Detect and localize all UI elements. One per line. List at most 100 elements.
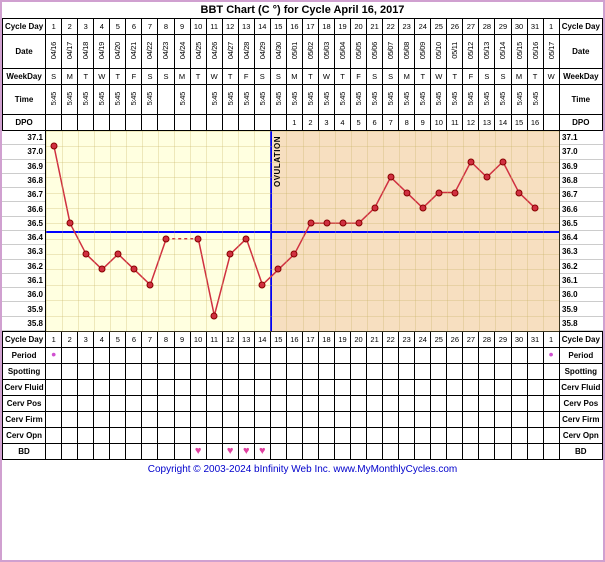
dpo-label-left: DPO [3,115,46,131]
cell: 04/27 [222,35,238,69]
cell: 9 [415,115,431,131]
cell: 5:45 [302,85,318,115]
cerv-firm-row: Cerv Firm Cerv Firm [3,412,603,428]
cell: T [190,69,206,85]
cell: S [383,69,399,85]
y-axis-right: 37.137.036.936.836.736.636.536.436.336.2… [559,131,603,331]
bd-label-left: BD [3,444,46,460]
cell: 18 [318,332,334,348]
cell: 5:45 [447,85,463,115]
cell: 19 [334,19,350,35]
bottom-table: Cycle Day 123456789101112131415161718192… [2,331,603,460]
cell: 18 [318,19,334,35]
cell: 05/03 [318,35,334,69]
cell: 16 [286,19,302,35]
cell: 5:45 [367,85,383,115]
cell: 4 [94,332,110,348]
cell: 17 [302,332,318,348]
cell: 13 [238,332,254,348]
cell: M [174,69,190,85]
cell: 27 [463,332,479,348]
cell: 05/04 [334,35,350,69]
cell: 04/28 [238,35,254,69]
cell [110,115,126,131]
cell: 04/20 [110,35,126,69]
cerv-fluid-label-left: Cerv Fluid [3,380,46,396]
cell: 5 [110,332,126,348]
cell [270,115,286,131]
cell: T [110,69,126,85]
cell: 05/17 [543,35,559,69]
cycle-day-label-left: Cycle Day [3,19,46,35]
cell: 28 [479,19,495,35]
cell: T [78,69,94,85]
cell: F [238,69,254,85]
cell: M [62,69,78,85]
cell: M [511,69,527,85]
cell: 19 [334,332,350,348]
cell: 17 [302,19,318,35]
cell: 6 [126,332,142,348]
cell: 05/06 [367,35,383,69]
cell: M [286,69,302,85]
cerv-pos-label-left: Cerv Pos [3,396,46,412]
bbt-chart-container: BBT Chart (C °) for Cycle April 16, 2017… [0,0,605,562]
cell: 26 [447,332,463,348]
cell: 04/26 [206,35,222,69]
dpo-row: DPO 12345678910111213141516DPO [3,115,603,131]
cell: 5:45 [415,85,431,115]
cell: 13 [479,115,495,131]
cell: 1 [543,19,559,35]
cell: 9 [174,332,190,348]
cell: 5:45 [431,85,447,115]
cell: 05/15 [511,35,527,69]
cell: 21 [367,19,383,35]
footer-copyright: Copyright © 2003-2024 bInfinity Web Inc.… [2,460,603,479]
cell: 5:45 [110,85,126,115]
cell: 5:45 [142,85,158,115]
cell: 5:45 [463,85,479,115]
cell: 04/22 [142,35,158,69]
cerv-opn-label-left: Cerv Opn [3,428,46,444]
cycle-day-label-left-b: Cycle Day [3,332,46,348]
cell: 05/01 [286,35,302,69]
date-label-left: Date [3,35,46,69]
cell: 12 [463,115,479,131]
cell [62,115,78,131]
cell: 7 [383,115,399,131]
cell: 5:45 [495,85,511,115]
cell: 11 [206,332,222,348]
cell: 4 [334,115,350,131]
cell: 5:45 [383,85,399,115]
cell: W [431,69,447,85]
cell: 24 [415,19,431,35]
cell [238,115,254,131]
cell: S [254,69,270,85]
cell: 16 [286,332,302,348]
cell: 24 [415,332,431,348]
cell: T [527,69,543,85]
cell: 11 [206,19,222,35]
cell: 04/17 [62,35,78,69]
cell: 05/11 [447,35,463,69]
cell: 6 [126,19,142,35]
cell: 23 [399,19,415,35]
cell: 5:45 [78,85,94,115]
cell: S [142,69,158,85]
cell: F [126,69,142,85]
header-table: Cycle Day 123456789101112131415161718192… [2,18,603,131]
cell: 04/18 [78,35,94,69]
weekday-row: WeekDay SMTWTFSSMTWTFSSMTWTFSSMTWTFSSMTW… [3,69,603,85]
cell: 14 [254,332,270,348]
cell: T [447,69,463,85]
cell: 23 [399,332,415,348]
cell: 9 [174,19,190,35]
cerv-fluid-row: Cerv Fluid Cerv Fluid [3,380,603,396]
cell: 05/08 [399,35,415,69]
cell: 5:45 [254,85,270,115]
cell: W [543,69,559,85]
cell: 13 [238,19,254,35]
spotting-row: Spotting Spotting [3,364,603,380]
cell: 5:45 [94,85,110,115]
cerv-opn-row: Cerv Opn Cerv Opn [3,428,603,444]
